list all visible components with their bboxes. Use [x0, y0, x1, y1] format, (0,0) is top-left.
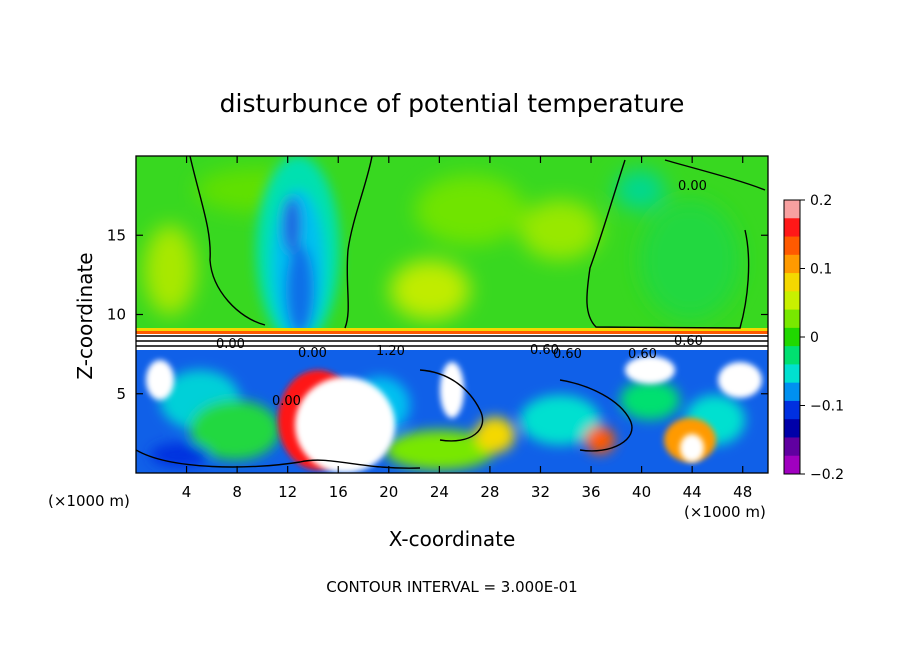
- contour-lines: [136, 156, 768, 469]
- x-tick-label: 8: [232, 483, 242, 501]
- contour: [586, 159, 750, 329]
- x-tick-label: 12: [278, 483, 297, 501]
- colorbar-tick-label: 0: [810, 330, 819, 346]
- patch: [475, 417, 515, 453]
- band: [136, 328, 768, 331]
- x-axis-label: X-coordinate: [389, 527, 516, 551]
- patch: [385, 430, 495, 470]
- band: [136, 331, 768, 334]
- heatmap-field: [136, 156, 768, 473]
- colorbar-swatch: [784, 437, 800, 457]
- contour: [559, 379, 633, 452]
- colorbar-tick-label: −0.2: [810, 467, 844, 483]
- cold-plume: [286, 245, 314, 335]
- clipped-region: [625, 356, 675, 384]
- y-axis-label: Z-coordinate: [73, 252, 97, 379]
- clipped-region: [440, 362, 464, 418]
- contour-label: 0.00: [298, 346, 327, 361]
- y-tick-label: 10: [107, 306, 126, 324]
- clipped-region: [146, 360, 174, 400]
- x-tick-label: 36: [581, 483, 600, 501]
- y-axis: 5 10 15: [107, 226, 768, 403]
- x-tick-label: 4: [182, 483, 192, 501]
- x-tick-label: 48: [733, 483, 752, 501]
- contour-label: 1.20: [376, 344, 405, 359]
- contour-label: 0.60: [628, 347, 657, 362]
- patch: [390, 260, 470, 320]
- colorbar-swatch: [784, 218, 800, 238]
- contour: [189, 156, 266, 326]
- colorbar-tick-label: 0.1: [810, 262, 832, 278]
- x-tick-label: 16: [329, 483, 348, 501]
- colorbar-swatch: [784, 291, 800, 311]
- patch: [190, 400, 280, 460]
- contour: [344, 156, 373, 329]
- x-unit-left: (×1000 m): [48, 492, 130, 510]
- patch: [640, 200, 740, 320]
- contour-labels: 0.000.600.600.000.00 1.20 0.60 0.600.00: [216, 179, 707, 409]
- x-tick-label: 24: [430, 483, 449, 501]
- patch: [520, 395, 600, 445]
- patch: [585, 426, 615, 454]
- contour-interval-note: CONTOUR INTERVAL = 3.000E-01: [326, 578, 577, 596]
- colorbar-ticks: 0.2 0.1 0 −0.1 −0.2: [800, 193, 844, 483]
- colorbar-tick-label: 0.2: [810, 193, 832, 209]
- patch: [144, 225, 196, 315]
- colorbar-swatch: [784, 364, 800, 384]
- colorbar-swatch: [784, 400, 800, 420]
- x-tick-label: 40: [632, 483, 651, 501]
- clipped-region: [295, 377, 395, 473]
- x-tick-label: 28: [480, 483, 499, 501]
- contour: [419, 369, 484, 442]
- colorbar: [784, 200, 800, 475]
- contour-label: 0.00: [678, 179, 707, 194]
- contour-label: 0.00: [272, 394, 301, 409]
- y-tick-label: 5: [116, 385, 126, 403]
- colorbar-swatch: [784, 327, 800, 347]
- colorbar-swatch: [784, 309, 800, 329]
- colorbar-swatch: [784, 455, 800, 475]
- contour: [664, 159, 766, 191]
- x-tick-label: 20: [379, 483, 398, 501]
- colorbar-swatch: [784, 200, 800, 219]
- colorbar-swatch: [784, 254, 800, 274]
- patch: [620, 380, 680, 420]
- patch: [415, 175, 525, 245]
- x-unit-right: (×1000 m): [684, 503, 766, 521]
- contour: [136, 449, 421, 469]
- contour-label: 0.60: [530, 343, 559, 358]
- chart-title: disturbunce of potential temperature: [220, 89, 685, 118]
- clipped-region: [680, 434, 704, 462]
- patch: [520, 200, 600, 260]
- cold-plume: [283, 197, 301, 253]
- x-axis: 4 8 12 16 20 24 28 32 36 40 44 48: [182, 156, 752, 501]
- colorbar-swatch: [784, 236, 800, 256]
- clipped-region: [718, 362, 762, 398]
- patch: [615, 170, 665, 210]
- x-tick-label: 44: [683, 483, 702, 501]
- y-tick-label: 15: [107, 226, 126, 244]
- contour-label: 0.60: [553, 347, 582, 362]
- contour-label: 0.00: [216, 337, 245, 352]
- colorbar-tick-label: −0.1: [810, 399, 844, 415]
- contour: [136, 335, 768, 347]
- colorbar-swatch: [784, 273, 800, 292]
- colorbar-swatch: [784, 382, 800, 402]
- colorbar-swatch: [784, 419, 800, 438]
- colorbar-swatch: [784, 346, 800, 365]
- contour-label: 0.60: [674, 334, 703, 349]
- x-tick-label: 32: [531, 483, 550, 501]
